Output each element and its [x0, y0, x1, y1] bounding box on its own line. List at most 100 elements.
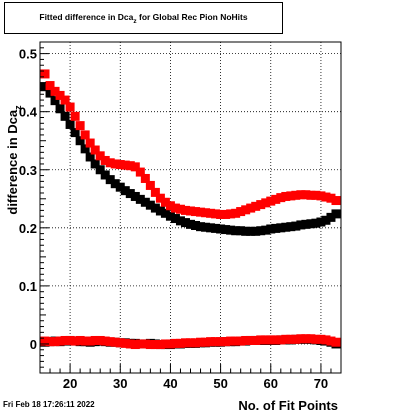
data-point [241, 205, 251, 215]
data-point [186, 219, 195, 229]
data-point [191, 221, 201, 231]
data-point [80, 336, 90, 346]
data-point [105, 337, 115, 347]
data-point [321, 335, 331, 345]
data-point [165, 339, 175, 349]
data-point [281, 334, 291, 344]
data-point [125, 339, 135, 349]
data-point [150, 203, 160, 213]
data-point [145, 340, 155, 350]
data-point [180, 338, 190, 348]
data-point [150, 340, 160, 350]
data-point [50, 86, 60, 96]
data-point [75, 121, 85, 131]
data-point [256, 226, 266, 236]
data-point [80, 144, 90, 154]
data-point [201, 337, 211, 347]
data-point [60, 95, 70, 105]
data-point [221, 225, 231, 235]
data-point [266, 224, 276, 234]
y-tick-label: 0.2 [19, 221, 37, 236]
data-point [120, 338, 130, 348]
data-point [140, 197, 150, 207]
data-point [70, 336, 80, 346]
y-tick-label: 0.5 [19, 47, 37, 62]
data-point [226, 336, 236, 346]
x-axis-label: No. of Fit Points [238, 398, 338, 413]
timestamp: Fri Feb 18 17:26:11 2022 [3, 400, 95, 409]
data-point [281, 191, 291, 201]
data-point [140, 173, 150, 183]
data-point [75, 335, 85, 345]
data-point [261, 198, 271, 208]
y-tick-label: 0.3 [19, 163, 37, 178]
data-point [180, 218, 190, 228]
data-point [331, 196, 341, 206]
data-point [100, 336, 110, 346]
data-point [170, 214, 180, 224]
data-point [120, 160, 130, 170]
data-point [70, 128, 80, 138]
data-point [85, 152, 95, 162]
data-point [160, 208, 170, 218]
data-point [316, 334, 326, 344]
data-point [105, 158, 115, 168]
data-point [276, 335, 286, 345]
data-point [326, 193, 336, 203]
chart-title-subscript: z [133, 18, 137, 25]
y-tick-label: 0 [30, 337, 37, 352]
x-tick-label: 60 [264, 376, 278, 391]
data-points [40, 69, 341, 350]
data-point [90, 145, 100, 155]
data-point [291, 334, 301, 344]
data-point [236, 336, 246, 346]
x-tick-label: 20 [63, 376, 77, 391]
data-point [130, 162, 140, 172]
data-point [271, 194, 281, 204]
data-point [316, 217, 326, 227]
data-point [211, 209, 221, 219]
data-point [236, 207, 246, 217]
data-point [296, 190, 306, 200]
data-point [286, 222, 296, 232]
y-axis-label-main: difference in Dca [5, 109, 20, 215]
data-point [155, 206, 165, 216]
data-point [261, 335, 271, 345]
data-point [100, 170, 110, 180]
data-point [316, 191, 326, 201]
data-point [306, 334, 316, 344]
data-point [231, 226, 241, 236]
y-axis-label-subscript: z [13, 105, 23, 110]
data-point [150, 187, 160, 197]
data-point [276, 223, 286, 233]
data-point [196, 222, 206, 232]
data-point [216, 224, 226, 234]
data-point [306, 219, 316, 229]
data-point [206, 337, 216, 347]
data-point [301, 219, 311, 229]
data-point [55, 336, 65, 346]
data-point [251, 201, 261, 211]
data-point [155, 193, 165, 203]
data-point [256, 335, 266, 345]
data-point [145, 180, 155, 190]
data-point [130, 340, 140, 350]
data-point [306, 190, 316, 200]
data-point [45, 337, 55, 347]
data-point [201, 208, 211, 218]
data-point [160, 339, 170, 349]
data-point [60, 111, 70, 121]
data-point [115, 160, 125, 170]
data-point [221, 209, 231, 219]
data-point [241, 226, 251, 236]
data-point [281, 222, 291, 232]
x-tick-label: 50 [213, 376, 227, 391]
data-point [110, 179, 120, 189]
data-point [226, 225, 236, 235]
data-point [60, 335, 70, 345]
chart-title-main: Fitted difference in Dca [39, 12, 134, 22]
data-point [251, 226, 261, 236]
data-point [75, 136, 85, 146]
data-point [296, 220, 306, 230]
